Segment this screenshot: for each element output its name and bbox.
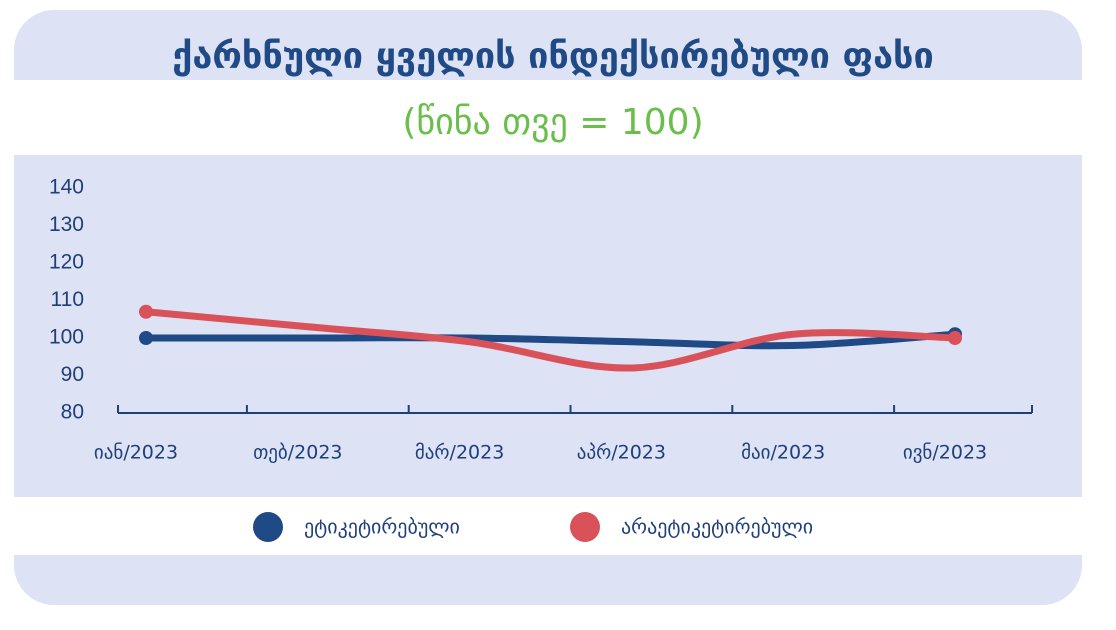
line (142, 308, 959, 372)
y-tick-label: 130 (49, 213, 84, 236)
x-tick-label: იან/2023 (94, 442, 178, 464)
point (139, 304, 153, 319)
legend-marker (253, 512, 283, 542)
legend-label: არაეტიკეტირებული (621, 515, 813, 539)
point (139, 331, 153, 345)
y-tick-label: 110 (51, 288, 84, 311)
x-tick-label: მარ/2023 (415, 442, 504, 464)
y-tick-label: 120 (49, 251, 84, 274)
y-tick-label: 140 (49, 176, 84, 199)
legend-label: ეტიკეტირებული (304, 515, 460, 539)
x-tick-label: აპრ/2023 (577, 442, 666, 464)
subtitle-band (14, 80, 1082, 155)
chart-title: ქარხნული ყველის ინდექსირებული ფასი (172, 36, 934, 77)
line (142, 330, 959, 350)
legend-band (14, 497, 1082, 555)
x-tick-label: თებ/2023 (253, 442, 342, 464)
y-tick-label: 90 (61, 363, 84, 386)
background (14, 10, 1082, 605)
x-tick-label: ივნ/2023 (903, 442, 987, 464)
chart-subtitle: (წინა თვე = 100) (402, 102, 703, 143)
y-tick-label: 100 (49, 326, 84, 349)
y-tick-label: 80 (61, 401, 84, 424)
x-tick-label: მაი/2023 (741, 442, 825, 464)
legend-marker (570, 512, 600, 542)
point (948, 331, 962, 345)
